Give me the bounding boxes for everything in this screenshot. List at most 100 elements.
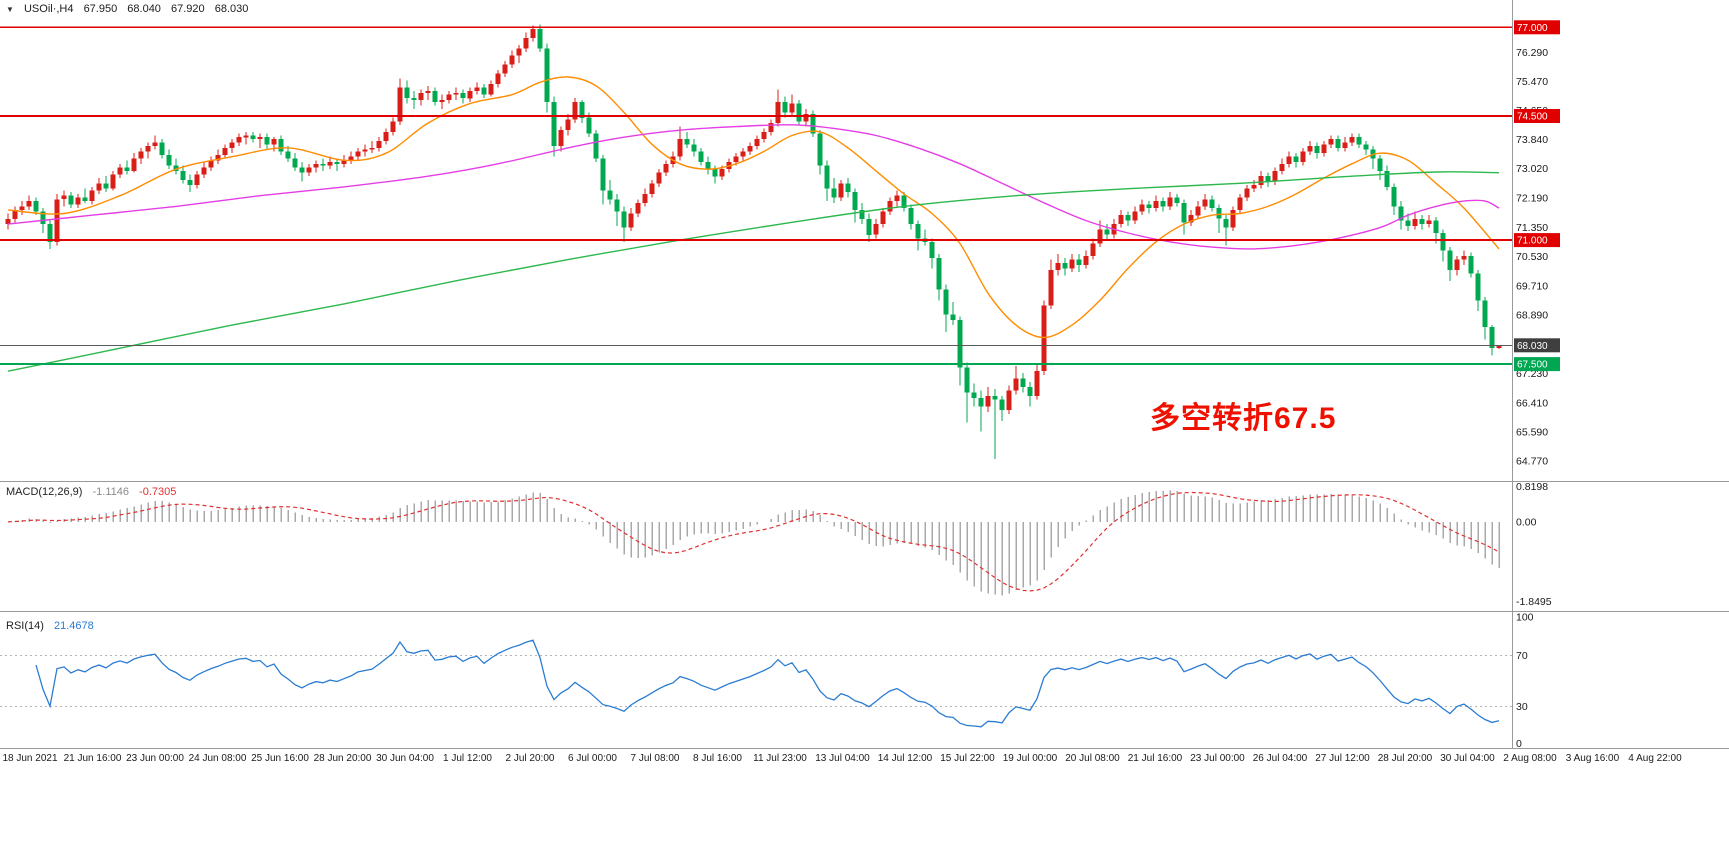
candle-body — [817, 133, 823, 166]
rsi-line — [35, 639, 1500, 728]
rsi-indicator-label: RSI(14) 21.4678 — [6, 620, 101, 632]
candle-body — [453, 92, 459, 95]
candle-body — [75, 197, 81, 205]
candle-body — [845, 183, 851, 193]
time-axis-label: 2 Aug 08:00 — [1503, 753, 1557, 764]
candle-body — [957, 319, 963, 368]
time-axis-label: 21 Jul 16:00 — [1128, 753, 1183, 764]
candle-body — [936, 257, 942, 290]
candle-body — [362, 149, 368, 152]
candle-body — [404, 87, 410, 99]
time-axis-label: 30 Jul 04:00 — [1440, 753, 1495, 764]
candle-body — [1188, 215, 1194, 223]
candle-body — [1251, 185, 1257, 189]
candle-body — [278, 139, 284, 152]
candle-body — [950, 314, 956, 320]
candle-body — [558, 130, 564, 147]
time-axis-label: 4 Aug 22:00 — [1628, 753, 1682, 764]
candle-body — [684, 139, 690, 145]
candle-body — [579, 101, 585, 118]
candle-body — [61, 195, 67, 200]
ma-fast-line — [7, 76, 1500, 339]
candle-body — [418, 92, 424, 100]
time-axis-label: 23 Jul 00:00 — [1190, 753, 1245, 764]
ma-mid-line — [7, 124, 1500, 250]
candle-body — [831, 188, 837, 198]
macd-indicator-label: MACD(12,26,9) -1.1146 -0.7305 — [6, 486, 183, 498]
ohlc-close-value: 68.030 — [214, 3, 249, 15]
time-axis-label: 6 Jul 00:00 — [568, 753, 617, 764]
candle-body — [810, 114, 816, 134]
candle-body — [208, 160, 214, 168]
candle-body — [1489, 326, 1495, 349]
candle-body — [1391, 186, 1397, 207]
rsi-panel-area[interactable] — [0, 617, 1512, 745]
candle-body — [1440, 233, 1446, 251]
candle-body — [124, 167, 130, 171]
candle-body — [306, 167, 312, 173]
price-axis-label: 66.410 — [1516, 397, 1548, 409]
candle-body — [656, 172, 662, 184]
candle-body — [166, 155, 172, 166]
candle-body — [1447, 250, 1453, 271]
price-axis-label: 76.290 — [1516, 47, 1548, 59]
candle-body — [397, 87, 403, 122]
candle-body — [460, 92, 466, 99]
candle-body — [1118, 215, 1124, 225]
candle-body — [1223, 218, 1229, 228]
candle-body — [1244, 188, 1250, 198]
candle-body — [712, 169, 718, 177]
candle-body — [54, 199, 60, 242]
candle-body — [33, 201, 39, 212]
price-badge-text: 67.500 — [1517, 360, 1548, 371]
candle-body — [376, 140, 382, 148]
price-axis-label: 70.530 — [1516, 251, 1548, 263]
candle-body — [201, 167, 207, 175]
candle-body — [1237, 197, 1243, 210]
price-axis-label: 67.230 — [1516, 368, 1548, 380]
price-axis-label: 72.190 — [1516, 192, 1548, 204]
candle-body — [264, 137, 270, 145]
time-axis-label: 8 Jul 16:00 — [693, 753, 742, 764]
candle-body — [621, 211, 627, 228]
expander-icon[interactable]: ▼ — [6, 5, 14, 14]
candle-body — [222, 147, 228, 155]
candle-body — [1307, 146, 1313, 152]
candle-body — [5, 218, 11, 225]
candle-body — [1342, 142, 1348, 148]
candle-body — [761, 131, 767, 139]
candle-body — [1433, 220, 1439, 233]
time-axis-label: 27 Jul 12:00 — [1315, 753, 1370, 764]
price-badge — [1514, 109, 1560, 123]
candle-body — [1041, 305, 1047, 372]
candle-body — [495, 73, 501, 84]
candle-body — [383, 131, 389, 141]
time-axis-label: 13 Jul 04:00 — [815, 753, 870, 764]
annotation-text[interactable]: 多空转折67.5 — [1150, 402, 1337, 435]
time-axis-label: 14 Jul 12:00 — [878, 753, 933, 764]
macd-axis-label: 0.8198 — [1516, 481, 1548, 493]
candle-body — [138, 151, 144, 159]
candle-body — [551, 101, 557, 147]
candle-body — [1356, 137, 1362, 145]
candle-body — [292, 158, 298, 168]
candle-body — [803, 114, 809, 122]
candle-body — [978, 397, 984, 407]
candle-body — [614, 199, 620, 212]
candle-body — [999, 399, 1005, 411]
candle-body — [740, 151, 746, 157]
candle-body — [334, 162, 340, 164]
candle-body — [96, 183, 102, 191]
candle-body — [1097, 229, 1103, 244]
candle-body — [327, 162, 333, 166]
macd-panel-area[interactable] — [0, 484, 1512, 608]
candle-body — [901, 195, 907, 209]
time-axis-label: 26 Jul 04:00 — [1253, 753, 1308, 764]
rsi-axis-label: 0 — [1516, 738, 1522, 750]
ma-slow-line — [7, 171, 1500, 372]
candle-body — [1202, 199, 1208, 207]
candle-body — [600, 158, 606, 191]
time-axis-label: 28 Jun 20:00 — [314, 753, 372, 764]
price-axis-label: 71.350 — [1516, 222, 1548, 234]
candle-body — [1146, 204, 1152, 209]
